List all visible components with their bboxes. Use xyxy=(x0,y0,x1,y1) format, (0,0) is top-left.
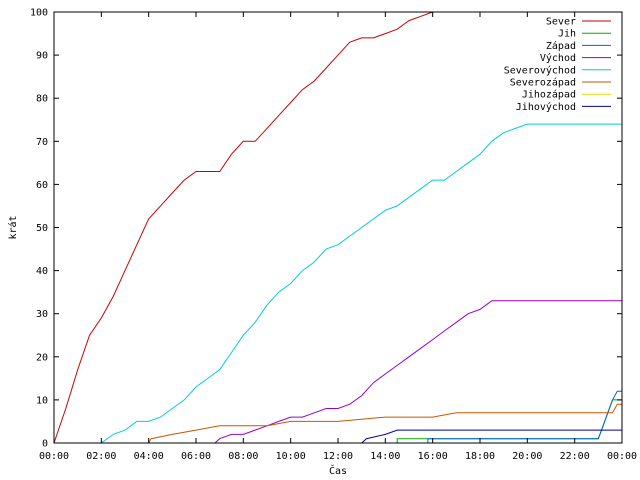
x-tick-label: 04:00 xyxy=(134,451,164,462)
x-tick-label: 18:00 xyxy=(465,451,495,462)
y-tick-label: 60 xyxy=(36,180,48,191)
x-tick-label: 20:00 xyxy=(512,451,542,462)
y-tick-label: 50 xyxy=(36,223,48,234)
y-tick-label: 70 xyxy=(36,137,48,148)
series-line-3 xyxy=(54,300,622,444)
legend-label: Jih xyxy=(558,29,576,40)
x-tick-label: 02:00 xyxy=(86,451,116,462)
y-tick-label: 100 xyxy=(30,8,48,19)
series-line-4 xyxy=(54,123,622,444)
legend-label: Západ xyxy=(546,40,576,52)
x-tick-label: 00:00 xyxy=(39,451,69,462)
series-line-2 xyxy=(54,390,622,444)
x-tick-label: 12:00 xyxy=(323,451,353,462)
legend-label: Jihozápad xyxy=(522,89,576,101)
x-tick-label: 00:00 xyxy=(607,451,637,462)
legend: SeverJihZápadVýchodSeverovýchodSeverozáp… xyxy=(504,17,611,113)
y-tick-label: 10 xyxy=(36,395,48,406)
legend-label: Sever xyxy=(546,17,576,28)
y-tick-label: 90 xyxy=(36,51,48,62)
legend-label: Východ xyxy=(540,52,576,64)
x-tick-label: 08:00 xyxy=(228,451,258,462)
ticks-layer: 0 10 20 30 40 50 60 70 80 90 100 00:00 02:00 04:00 06:… xyxy=(30,8,637,463)
x-tick-label: 06:00 xyxy=(181,451,211,462)
legend-label: Severovýchod xyxy=(504,64,576,76)
y-axis-title: krát xyxy=(7,215,19,239)
x-tick-label: 14:00 xyxy=(370,451,400,462)
series-line-5 xyxy=(54,403,622,444)
series-line-0 xyxy=(53,11,454,444)
x-tick-label: 16:00 xyxy=(418,451,448,462)
x-tick-label: 22:00 xyxy=(560,451,590,462)
y-tick-label: 30 xyxy=(36,309,48,320)
legend-label: Severozápad xyxy=(510,77,576,89)
y-tick-label: 0 xyxy=(42,439,48,450)
x-tick-label: 10:00 xyxy=(276,451,306,462)
y-tick-label: 20 xyxy=(36,352,48,363)
y-tick-label: 80 xyxy=(36,94,48,105)
legend-label: Jihovýchod xyxy=(516,101,576,113)
x-axis-title: Čas xyxy=(329,464,347,477)
y-tick-label: 40 xyxy=(36,266,48,277)
